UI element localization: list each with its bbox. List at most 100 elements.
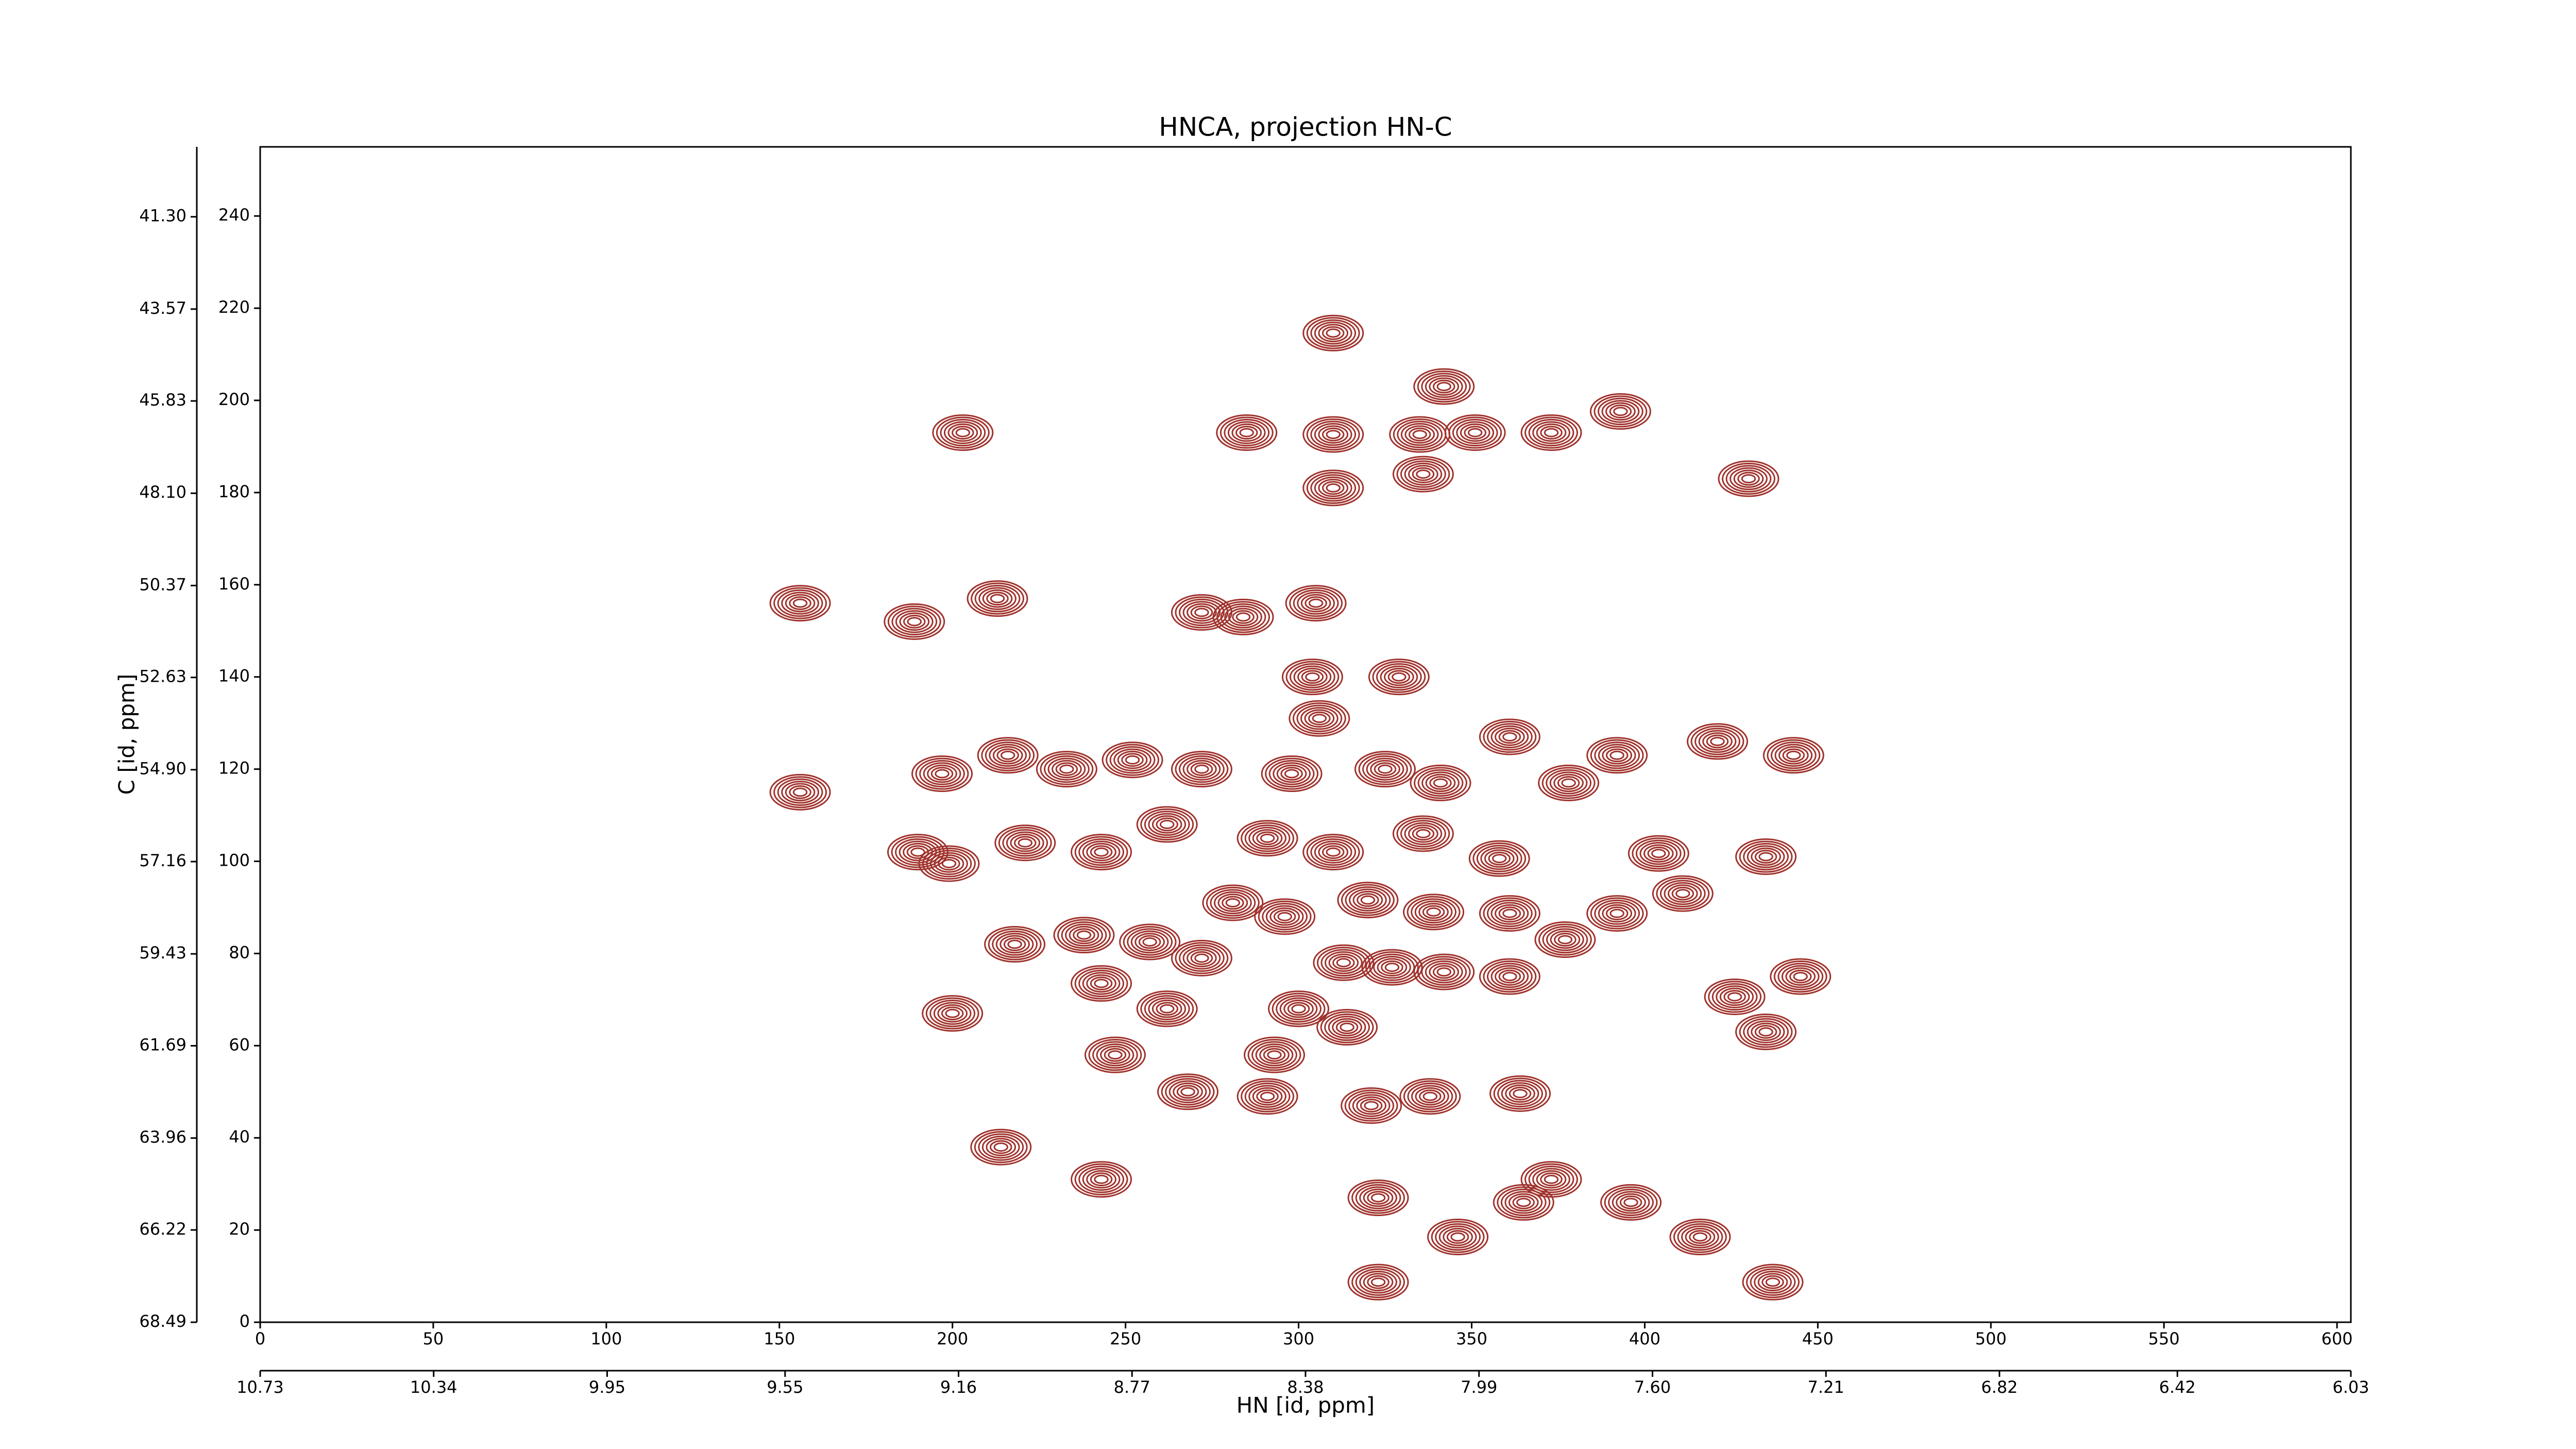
peak-contour	[1061, 921, 1107, 949]
peak-contour	[955, 428, 971, 437]
peak-contour	[1363, 1273, 1394, 1291]
peak-contour	[1194, 764, 1209, 774]
peak-contour	[1742, 1263, 1804, 1301]
peak-contour	[1538, 764, 1600, 801]
peak-contour	[1476, 845, 1522, 872]
peak-contour	[1341, 884, 1395, 916]
peak-contour	[1408, 465, 1438, 483]
peak-contour	[941, 858, 957, 868]
peak-contour	[1605, 748, 1629, 763]
peak-contour	[1509, 1086, 1532, 1101]
peak-contour	[1222, 896, 1244, 910]
peak-contour	[1602, 904, 1633, 923]
peak-contour	[1690, 725, 1744, 757]
y-tick-label: 220	[218, 297, 250, 317]
peak-contour	[1086, 843, 1116, 862]
peak-contour	[1220, 603, 1266, 631]
peak-contour	[1554, 933, 1577, 947]
y-tick-label: 40	[229, 1127, 250, 1147]
peak-contour	[933, 1002, 972, 1025]
peak-contour	[1456, 421, 1495, 444]
peak-contour	[1589, 393, 1651, 430]
peak-contour	[1267, 1050, 1282, 1060]
peak-contour	[1328, 953, 1359, 972]
peak-contour	[1308, 598, 1324, 608]
peak-contour	[1540, 426, 1563, 440]
peak-contour	[1448, 416, 1502, 449]
peak-contour	[927, 764, 957, 783]
y2-tick-label: 45.83	[139, 390, 187, 410]
peak-contour	[915, 757, 969, 790]
peak-contour	[1144, 995, 1190, 1023]
peak-contour	[1180, 1087, 1195, 1097]
peak-contour	[1219, 416, 1274, 449]
peak-contour	[1313, 944, 1375, 981]
peak-contour	[1254, 898, 1316, 935]
peak-contour	[1367, 1191, 1389, 1205]
peak-contour	[1502, 732, 1517, 742]
peak-contour	[1387, 670, 1411, 684]
peak-contour	[1273, 762, 1311, 785]
peak-contour	[1125, 755, 1140, 765]
peak-contour	[1078, 1166, 1125, 1193]
peak-contour	[1345, 886, 1391, 914]
peak-contour	[1104, 1048, 1127, 1062]
peak-contour	[984, 926, 1046, 963]
peak-contour	[789, 785, 811, 799]
peak-contour	[769, 585, 831, 622]
peak-contour	[941, 1006, 964, 1021]
peak-contour	[1408, 427, 1431, 442]
peak-contour	[1498, 906, 1521, 920]
peak-contour	[1359, 1270, 1397, 1294]
peak-contour	[1747, 845, 1785, 868]
peak-contour	[1228, 608, 1259, 627]
peak-contour	[1088, 1039, 1142, 1071]
peak-contour	[1190, 605, 1213, 619]
peak-contour	[1400, 820, 1446, 848]
peak-contour	[1489, 1075, 1551, 1112]
peak-contour	[1609, 750, 1624, 760]
peak-contour	[1429, 963, 1460, 981]
peak-contour	[1719, 987, 1750, 1006]
peak-contour	[1635, 839, 1682, 867]
peak-contour	[1372, 661, 1426, 693]
peak-contour	[1534, 921, 1596, 958]
peak-contour	[1187, 949, 1217, 968]
peak-contour	[1652, 875, 1714, 912]
peak-contour	[1194, 953, 1209, 963]
peak-contour	[1328, 1016, 1366, 1039]
peak-contour	[1321, 845, 1345, 859]
peak-contour	[1718, 460, 1780, 497]
peak-contour	[1297, 592, 1335, 615]
peak-contour	[1332, 955, 1355, 970]
peak-contour	[1733, 469, 1764, 488]
peak-contour	[977, 737, 1039, 774]
peak-contour	[1134, 933, 1165, 951]
peak-contour	[971, 582, 1025, 615]
peak-contour	[785, 594, 816, 613]
peak-contour	[1280, 767, 1303, 781]
peak-contour	[1276, 764, 1307, 783]
peak-contour	[1376, 663, 1422, 691]
peak-contour	[1092, 1041, 1138, 1069]
peak-contour	[1602, 746, 1633, 765]
peak-contour	[1179, 598, 1225, 627]
peak-contour	[773, 587, 827, 619]
peak-contour	[974, 584, 1021, 613]
peak-contour	[1316, 1009, 1378, 1046]
peak-contour	[1119, 923, 1181, 961]
peak-contour	[1214, 891, 1252, 915]
peak-contour	[1408, 824, 1438, 843]
peak-contour	[1306, 418, 1360, 451]
peak-contour	[899, 840, 937, 864]
peak-contour	[1659, 880, 1706, 907]
peak-contour	[1175, 942, 1229, 974]
peak-contour	[1418, 903, 1449, 921]
peak-contour	[943, 421, 982, 444]
peak-contour	[1047, 757, 1086, 781]
peak-contour	[1495, 967, 1525, 986]
peak-contour	[1698, 730, 1737, 753]
peak-contour	[1187, 760, 1217, 779]
peak-contour	[1300, 594, 1331, 613]
peak-contour	[1224, 605, 1262, 629]
